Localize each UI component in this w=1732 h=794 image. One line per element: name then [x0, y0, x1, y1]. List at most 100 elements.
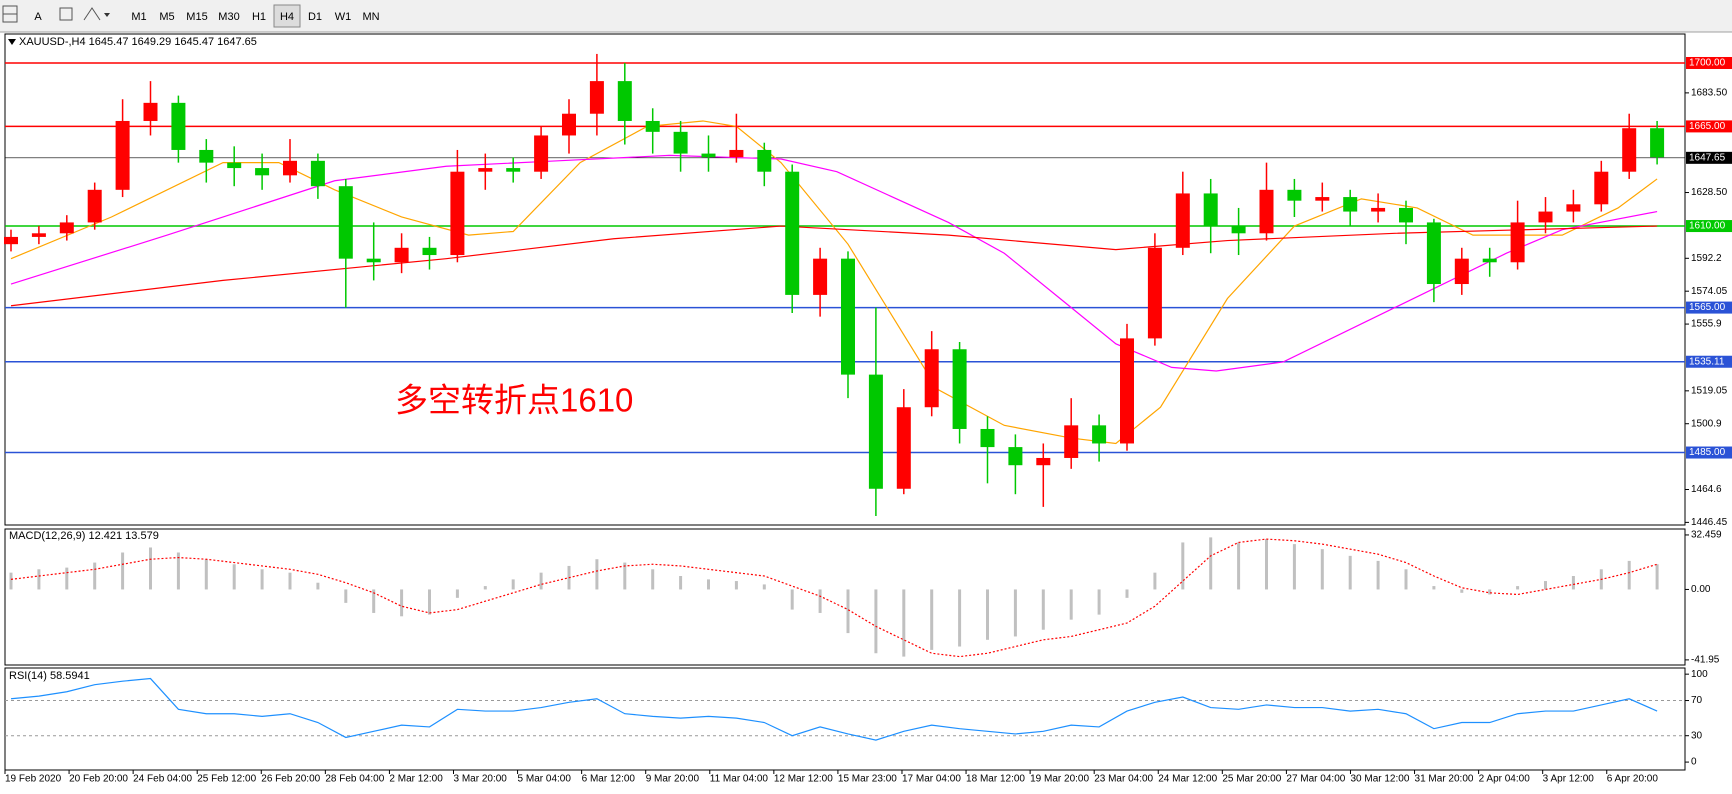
icon-shapes [83, 7, 101, 21]
candle-body [1538, 211, 1553, 223]
candle-body [422, 247, 437, 256]
timeframe-button[interactable]: M1 [126, 5, 152, 27]
macd-bar [344, 589, 348, 603]
macd-bar [1627, 560, 1631, 590]
x-tick-label: 5 Mar 04:00 [518, 774, 572, 785]
macd-bar [483, 586, 487, 590]
x-tick-label: 25 Feb 12:00 [197, 774, 256, 785]
macd-bar [176, 552, 180, 590]
timeframe-button[interactable]: M15 [182, 5, 212, 27]
candle-body [1008, 447, 1023, 466]
timeframe-button[interactable]: W1 [330, 5, 356, 27]
candle-body [1231, 226, 1246, 234]
x-tick-label: 2 Mar 12:00 [389, 774, 443, 785]
macd-bar [1544, 581, 1547, 590]
macd-bar [1069, 589, 1073, 620]
macd-bar [428, 589, 431, 615]
level-price-label: 1665.00 [1689, 121, 1726, 132]
x-tick-label: 30 Mar 12:00 [1350, 774, 1409, 785]
candle-body [1594, 171, 1609, 205]
candle-body [1203, 193, 1218, 227]
timeframe-button[interactable]: D1 [302, 5, 328, 27]
y-tick-label: 0.00 [1691, 584, 1711, 595]
x-tick-label: 9 Mar 20:00 [646, 774, 700, 785]
x-tick-label: 3 Apr 12:00 [1543, 774, 1595, 785]
macd-panel [4, 528, 1686, 666]
candle-body [952, 349, 967, 429]
macd-bar [1125, 589, 1129, 598]
macd-bar [149, 547, 152, 590]
candle-body [1064, 425, 1079, 458]
candle-body [199, 149, 214, 163]
macd-bar [1013, 589, 1017, 637]
candle-body [785, 171, 800, 295]
macd-bar [1153, 572, 1157, 590]
y-tick-label: 0 [1691, 757, 1697, 768]
level-price-box [1686, 220, 1732, 233]
timeframe-button[interactable]: M5 [154, 5, 180, 27]
candle-body [980, 428, 995, 448]
x-tick-label: 24 Feb 04:00 [133, 774, 192, 785]
candle-body [896, 407, 911, 489]
candle-body [31, 233, 46, 237]
candle-body [757, 149, 772, 172]
y-tick-label: 30 [1691, 730, 1703, 741]
macd-bar [1571, 576, 1575, 590]
moving-average [10, 120, 1658, 445]
candle-body [450, 171, 465, 256]
button-label: A [34, 11, 42, 23]
level-price-label: 1610.00 [1689, 221, 1726, 232]
macd-bar [1237, 542, 1241, 590]
timeframe-button[interactable]: H1 [246, 5, 272, 27]
candle-body [283, 160, 297, 176]
macd-bar [9, 572, 13, 590]
macd-bar [1348, 555, 1352, 590]
candle-body [1622, 128, 1637, 172]
y-tick-label: 1446.45 [1691, 517, 1728, 528]
x-tick-label: 2 Apr 04:00 [1479, 774, 1531, 785]
candle-body [1343, 197, 1358, 212]
candle-body [813, 258, 828, 295]
macd-bar [65, 567, 69, 590]
x-tick-label: 23 Mar 04:00 [1094, 774, 1153, 785]
candle-body [1426, 222, 1441, 285]
button-face [214, 5, 244, 27]
macd-bar [790, 589, 794, 610]
x-tick-label: 11 Mar 04:00 [710, 774, 769, 785]
rsi-line [10, 677, 1658, 741]
level-price-label: 1647.65 [1689, 152, 1726, 163]
button-label: M5 [159, 11, 174, 23]
candle-body [478, 168, 493, 172]
candle-body [87, 189, 102, 223]
candle-body [1147, 247, 1162, 339]
y-tick-label: 1683.50 [1691, 88, 1728, 99]
macd-bar [958, 589, 962, 647]
candle-body [1092, 425, 1107, 444]
button-face [330, 5, 356, 27]
candle-body [1120, 338, 1134, 444]
x-tick-label: 31 Mar 20:00 [1415, 774, 1474, 785]
macd-bar [232, 564, 236, 590]
candle-body [310, 160, 325, 187]
y-tick-label: 1574.05 [1691, 286, 1728, 297]
macd-bar [372, 589, 376, 613]
timeframe-button[interactable]: M30 [214, 5, 244, 27]
x-tick-label: 12 Mar 12:00 [774, 774, 833, 785]
macd-bar [707, 579, 710, 590]
candle-body [562, 113, 576, 136]
button-face [154, 5, 180, 27]
macd-bar [1460, 589, 1464, 593]
button-face [126, 5, 152, 27]
timeframe-button[interactable]: H4 [273, 4, 301, 28]
x-tick-label: 27 Mar 04:00 [1286, 774, 1345, 785]
candle-body [1650, 128, 1665, 158]
timeframe-button[interactable]: A [28, 5, 48, 27]
y-tick-label: 100 [1691, 669, 1708, 680]
x-tick-label: 15 Mar 23:00 [838, 774, 897, 785]
candle-body [1175, 193, 1190, 248]
header-triangle [8, 39, 16, 45]
timeframe-button[interactable]: MN [358, 5, 384, 27]
button-label: H1 [252, 11, 266, 23]
button-face [28, 5, 48, 27]
candle-body [1399, 207, 1413, 223]
